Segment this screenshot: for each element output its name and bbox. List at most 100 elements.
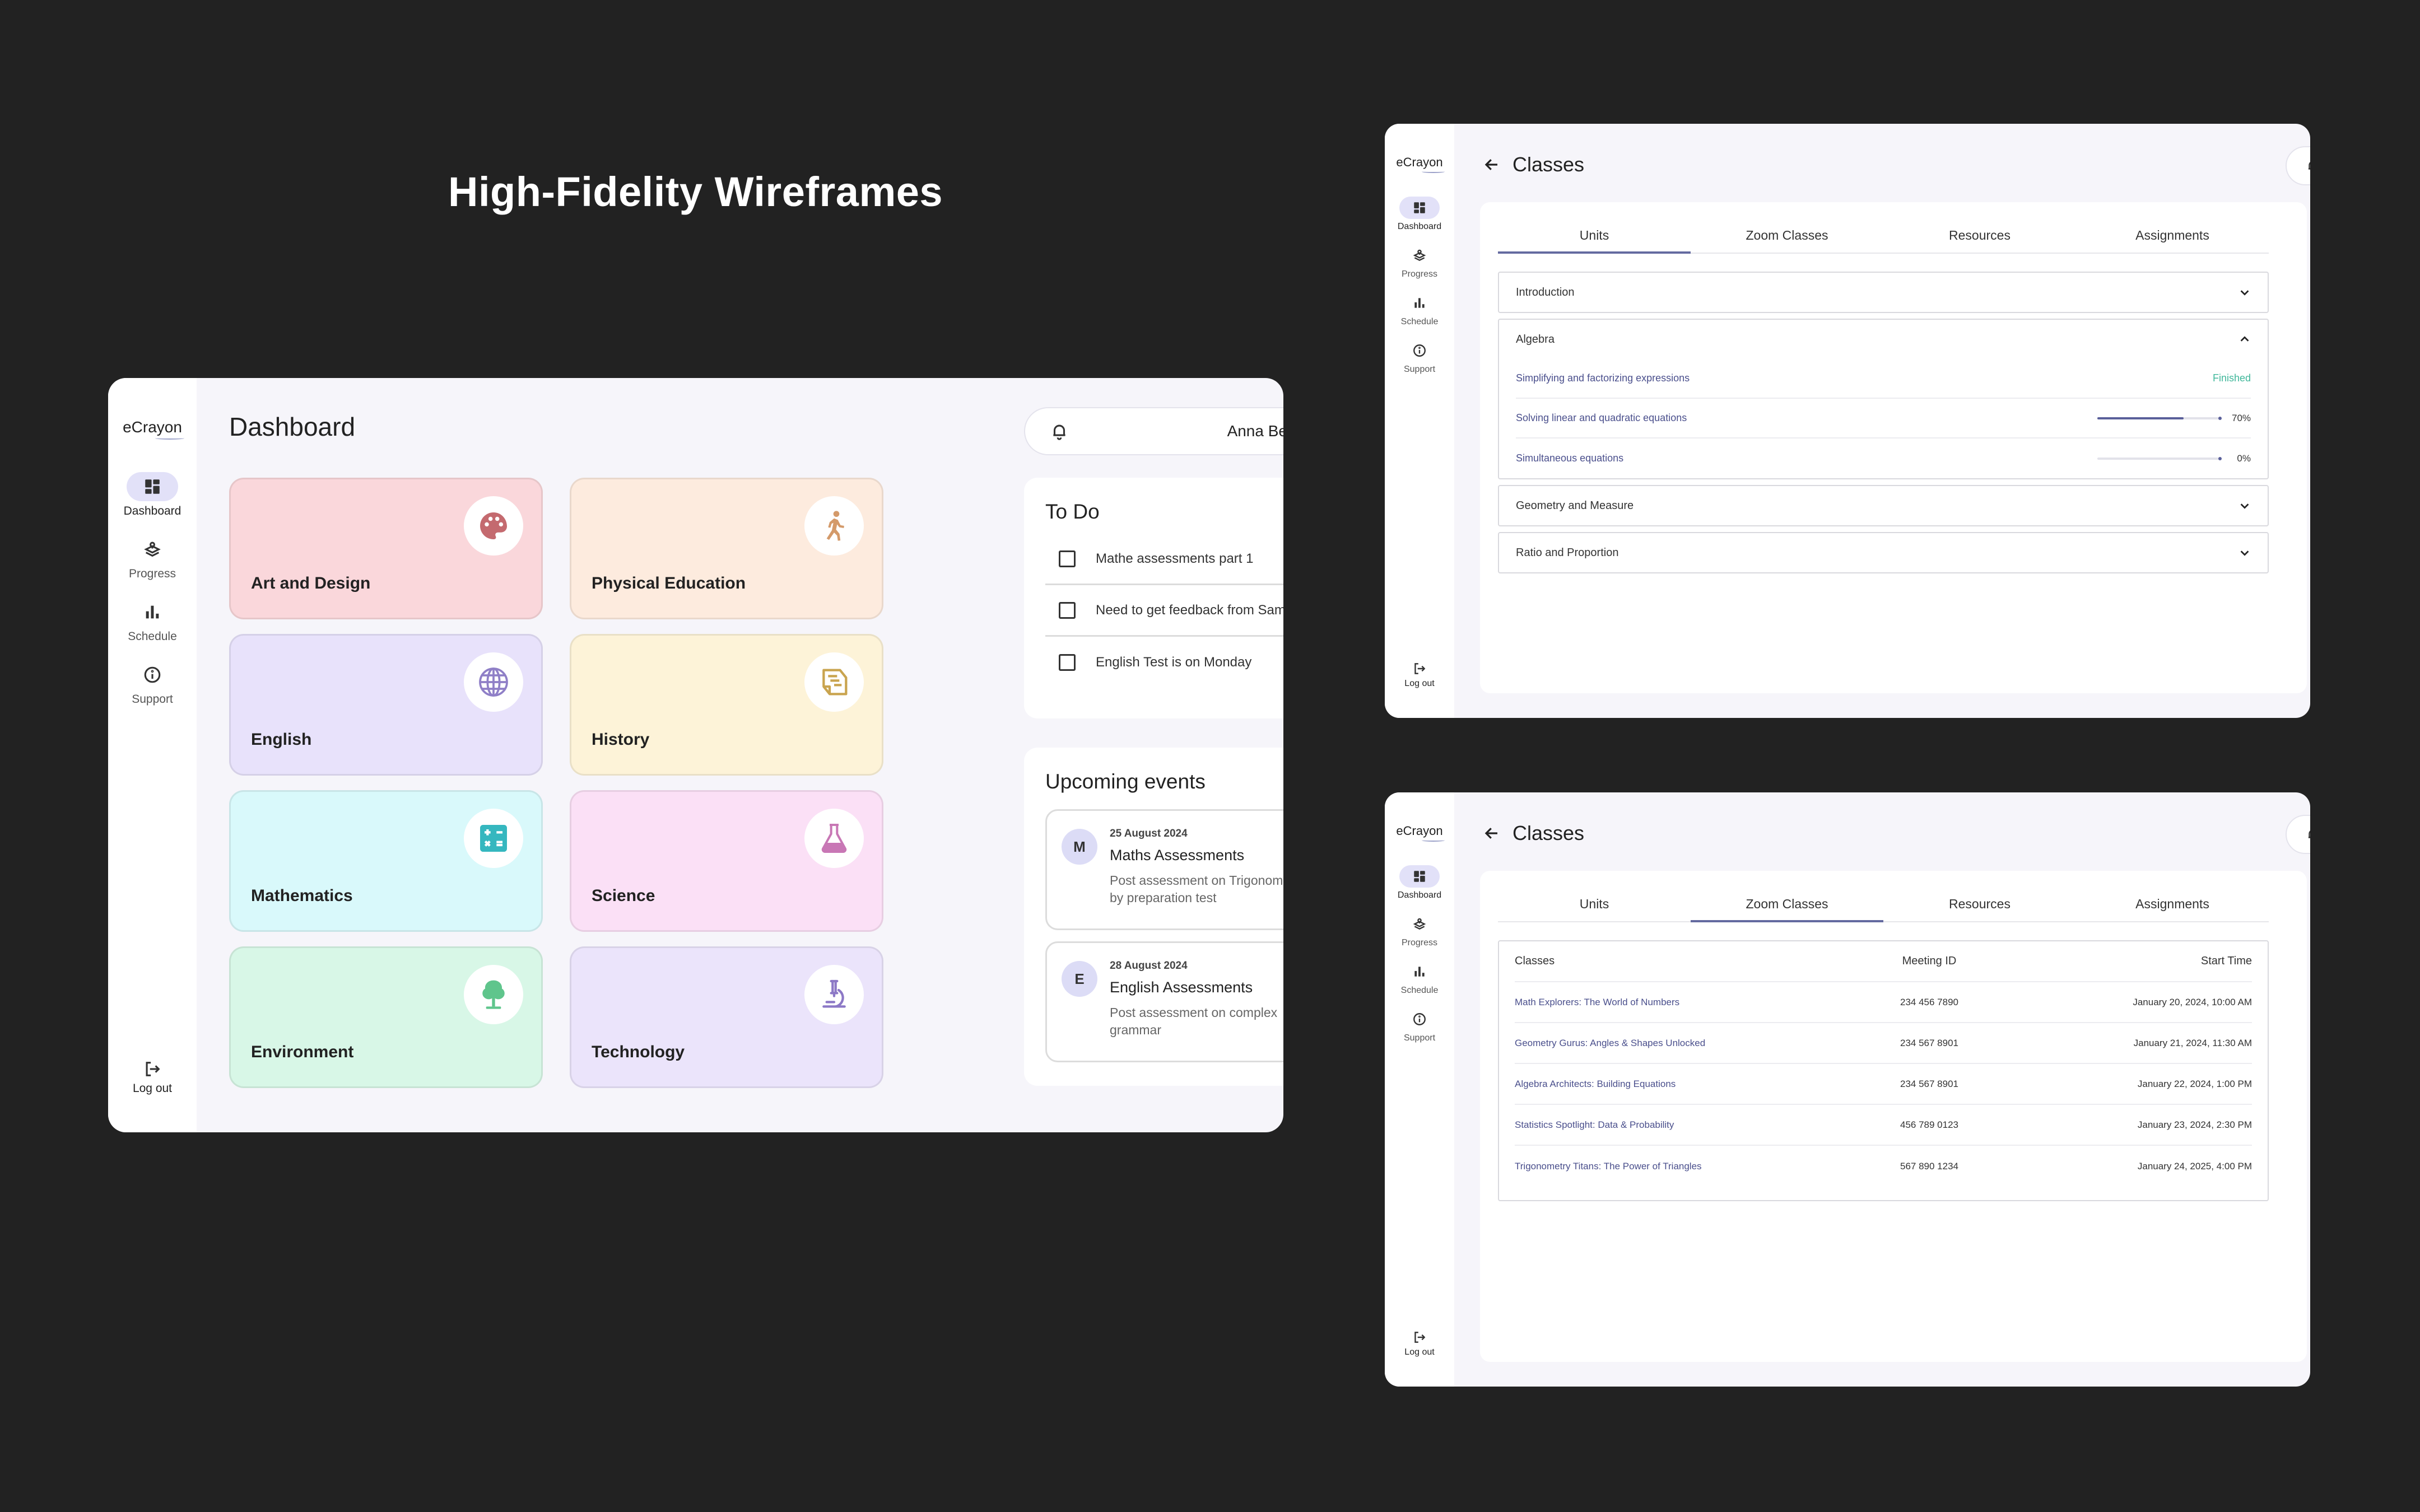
unit-geometry-and-measure: Geometry and Measure [1498, 485, 2269, 526]
bell-icon[interactable] [2306, 158, 2310, 173]
table-row[interactable]: Geometry Gurus: Angles & Shapes Unlocked… [1515, 1023, 2252, 1064]
tab-assignments[interactable]: Assignments [2135, 897, 2209, 911]
chevron-down-icon [2238, 286, 2251, 298]
table-row[interactable]: Algebra Architects: Building Equations 2… [1515, 1064, 2252, 1105]
tab-resources[interactable]: Resources [1949, 897, 2011, 911]
chevron-down-icon [2238, 547, 2251, 559]
lesson-row[interactable]: Solving linear and quadratic equations 7… [1516, 399, 2251, 438]
meeting-id: 456 789 0123 [1900, 1119, 1958, 1130]
unit-header[interactable]: Algebra [1499, 320, 2268, 359]
bell-icon[interactable] [1050, 422, 1069, 441]
nav-schedule[interactable]: Schedule [1399, 292, 1440, 327]
classes-tabs: Units Zoom Classes Resources Assignments [1498, 890, 2269, 922]
nav-progress[interactable]: Progress [127, 535, 178, 581]
nav-support[interactable]: Support [1399, 1008, 1440, 1043]
tab-zoom-classes[interactable]: Zoom Classes [1746, 228, 1828, 242]
flask-icon [821, 824, 847, 853]
tab-units[interactable]: Units [1579, 897, 1609, 911]
nav-support[interactable]: Support [1399, 339, 1440, 375]
dashboard-frame: eCrayon Dashboard Progress Schedule Supp… [108, 378, 1283, 1132]
tab-assignments[interactable]: Assignments [2135, 228, 2209, 242]
subject-card-history[interactable]: History [570, 634, 883, 776]
progress-icon [1412, 917, 1427, 931]
todo-checkbox[interactable] [1059, 654, 1076, 671]
unit-header[interactable]: Geometry and Measure [1499, 486, 2268, 525]
subject-card-english[interactable]: English [229, 634, 543, 776]
event-avatar: E [1062, 961, 1097, 997]
sidebar: eCrayon Dashboard Progress Schedule Supp… [1385, 792, 1454, 1387]
dashboard-icon [1412, 200, 1427, 215]
logout-button[interactable]: Log out [133, 1060, 172, 1095]
subject-card-science[interactable]: Science [570, 790, 883, 932]
lesson-row[interactable]: Simultaneous equations 0% [1516, 438, 2251, 478]
nav-progress[interactable]: Progress [1399, 913, 1440, 948]
units-accordion: Introduction Algebra Simplifying and fac… [1498, 272, 2269, 579]
event-card[interactable]: E 28 August 2024 English Assessments Pos… [1045, 941, 1283, 1062]
column-header-start-time: Start Time [2200, 955, 2252, 967]
subject-card-mathematics[interactable]: Mathematics [229, 790, 543, 932]
todo-item[interactable]: Need to get feedback from Sam [1045, 585, 1283, 637]
user-bar: Anna Bella [1024, 407, 1283, 455]
logout-icon [143, 1060, 162, 1079]
lesson-title: Simplifying and factorizing expressions [1516, 372, 1690, 384]
nav-schedule[interactable]: Schedule [1399, 960, 1440, 996]
todo-item[interactable]: English Test is on Monday [1045, 637, 1283, 688]
back-arrow-icon[interactable] [1483, 156, 1500, 173]
subject-label: Technology [592, 1043, 685, 1061]
back-arrow-icon[interactable] [1483, 825, 1500, 842]
unit-title: Algebra [1516, 333, 1555, 346]
class-name-link[interactable]: Math Explorers: The World of Numbers [1515, 996, 1680, 1007]
unit-header[interactable]: Introduction [1499, 273, 2268, 312]
subject-card-physical-education[interactable]: Physical Education [570, 478, 883, 619]
zoom-classes-table: Classes Meeting ID Start Time Math Explo… [1498, 940, 2269, 1201]
tab-resources[interactable]: Resources [1949, 228, 2011, 242]
chevron-down-icon [2238, 500, 2251, 512]
classes-main: Classes Anna Bella Units Zoom Classes Re… [1454, 124, 2310, 718]
lesson-row[interactable]: Simplifying and factorizing expressions … [1516, 359, 2251, 399]
tab-zoom-classes[interactable]: Zoom Classes [1691, 890, 1883, 922]
logout-icon [1412, 661, 1427, 676]
nav-support[interactable]: Support [127, 660, 178, 706]
classes-units-frame: eCrayon Dashboard Progress Schedule Supp… [1385, 124, 2310, 718]
class-name-link[interactable]: Trigonometry Titans: The Power of Triang… [1515, 1160, 1702, 1172]
dashboard-icon [1412, 869, 1427, 884]
subject-card-technology[interactable]: Technology [570, 946, 883, 1088]
todo-list: Mathe assessments part 1 Need to get fee… [1045, 534, 1283, 688]
nav-schedule[interactable]: Schedule [127, 598, 178, 643]
todo-checkbox[interactable] [1059, 550, 1076, 567]
unit-title: Geometry and Measure [1516, 499, 1634, 512]
class-name-link[interactable]: Geometry Gurus: Angles & Shapes Unlocked [1515, 1037, 1706, 1048]
nav-dashboard[interactable]: Dashboard [124, 472, 181, 518]
meeting-id: 234 567 8901 [1900, 1078, 1958, 1089]
event-card[interactable]: M 25 August 2024 Maths Assessments Post … [1045, 809, 1283, 930]
table-row[interactable]: Statistics Spotlight: Data & Probability… [1515, 1105, 2252, 1146]
nav-dashboard[interactable]: Dashboard [1398, 197, 1441, 232]
page-title: High-Fidelity Wireframes [448, 169, 943, 215]
progress-percent: 0% [2237, 452, 2251, 464]
classes-header: Classes [1483, 822, 1584, 845]
subject-label: History [592, 730, 650, 749]
tab-units[interactable]: Units [1498, 221, 1691, 254]
logo: eCrayon [1396, 824, 1445, 842]
event-avatar: M [1062, 829, 1097, 865]
sidebar-nav: Dashboard Progress Schedule Support [1385, 865, 1454, 1043]
table-row[interactable]: Math Explorers: The World of Numbers 234… [1515, 982, 2252, 1023]
meeting-id: 234 456 7890 [1900, 996, 1958, 1007]
class-name-link[interactable]: Algebra Architects: Building Equations [1515, 1078, 1676, 1089]
start-time: January 21, 2024, 11:30 AM [2133, 1037, 2252, 1048]
table-row[interactable]: Trigonometry Titans: The Power of Triang… [1515, 1146, 2252, 1187]
logout-button[interactable]: Log out [1404, 1330, 1435, 1357]
unit-ratio-and-proportion: Ratio and Proportion [1498, 532, 2269, 573]
bell-icon[interactable] [2306, 827, 2310, 842]
todo-checkbox[interactable] [1059, 601, 1076, 619]
subject-label: Mathematics [251, 886, 353, 905]
todo-item[interactable]: Mathe assessments part 1 [1045, 534, 1283, 585]
nav-dashboard[interactable]: Dashboard [1398, 865, 1441, 900]
subject-card-environment[interactable]: Environment [229, 946, 543, 1088]
logout-button[interactable]: Log out [1404, 661, 1435, 689]
unit-header[interactable]: Ratio and Proportion [1499, 533, 2268, 572]
nav-support-label: Support [1403, 365, 1436, 374]
subject-card-art-and-design[interactable]: Art and Design [229, 478, 543, 619]
class-name-link[interactable]: Statistics Spotlight: Data & Probability [1515, 1119, 1674, 1130]
nav-progress[interactable]: Progress [1399, 244, 1440, 279]
